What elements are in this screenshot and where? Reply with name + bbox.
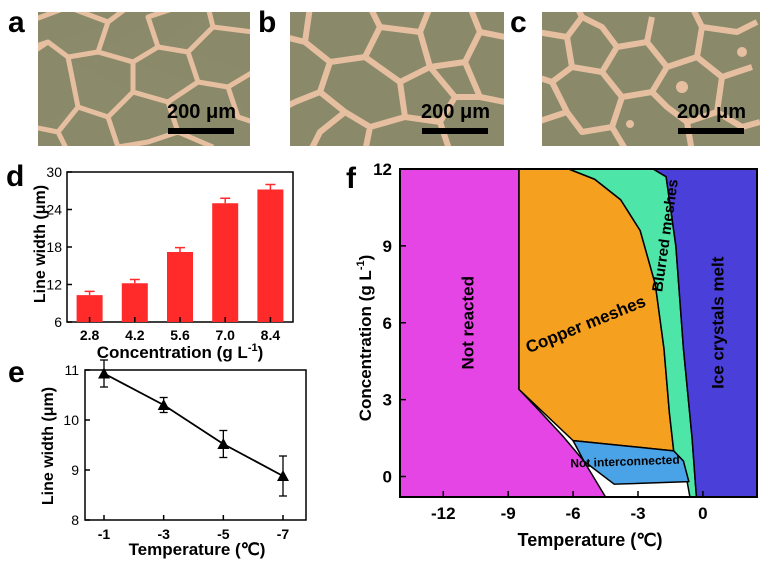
panel-label-b: b [258, 6, 277, 39]
x-tick-label-d: 5.6 [170, 327, 190, 343]
scale-bar-b [422, 128, 488, 134]
region-not-interconnected [572, 439, 690, 485]
x-tick-label-d: 2.8 [80, 327, 100, 343]
panel-label-d: d [6, 160, 24, 193]
mesh-pattern-a [38, 12, 250, 146]
y-tick-label-f: 12 [373, 160, 392, 179]
bar [257, 189, 284, 322]
x-tick-label-d: 4.2 [125, 327, 145, 343]
y-tick-label-d: 24 [46, 202, 62, 218]
panel-label-f: f [346, 162, 357, 195]
x-axis-label-d: Concentration (g L-1) [97, 342, 264, 362]
y-tick-label-f: 3 [383, 391, 392, 410]
y-tick-label-e: 9 [71, 462, 79, 478]
x-tick-label-f: 0 [698, 504, 707, 523]
x-tick-label-f: -3 [630, 504, 645, 523]
data-point [157, 399, 170, 410]
scale-bar-c [678, 128, 744, 134]
scale-bar-a [168, 128, 234, 134]
panel-label-c: c [510, 6, 527, 39]
y-tick-label-f: 9 [383, 237, 392, 256]
region-label-ice-crystals-melt: Ice crystals melt [709, 256, 728, 389]
scale-label-c: 200 μm [677, 101, 746, 123]
x-tick-label-d: 8.4 [261, 327, 281, 343]
y-tick-label-f: 6 [383, 314, 392, 333]
y-tick-label-e: 11 [64, 362, 79, 378]
y-tick-label-d: 18 [46, 239, 62, 255]
x-tick-label-f: -12 [431, 504, 456, 523]
data-point [277, 470, 289, 481]
bar [121, 283, 148, 322]
x-tick-label-f: -6 [566, 504, 581, 523]
y-tick-label-d: 30 [46, 164, 62, 180]
x-tick-label-f: -9 [501, 504, 516, 523]
region-label-not-interconnected: Not interconnected [570, 453, 680, 471]
y-tick-label-f: 0 [383, 468, 392, 487]
mesh-pattern-c [542, 12, 760, 146]
scale-label-b: 200 μm [421, 101, 490, 123]
y-tick-label-d: 12 [46, 277, 62, 293]
micrograph-b: 200 μm [290, 12, 504, 146]
micrograph-c: 200 μm [542, 12, 760, 146]
panel-label-e: e [8, 356, 25, 389]
x-tick-label-e: -1 [98, 526, 111, 542]
y-tick-label-e: 10 [63, 412, 79, 428]
data-point [98, 367, 110, 379]
region-label-not-reacted: Not reacted [459, 276, 478, 370]
x-tick-label-e: -7 [277, 526, 290, 542]
chart-d: d 6 12 18 24 30 2.8 4.2 5.6 7.0 8.4 Line width (μ… [6, 160, 294, 362]
y-tick-label-d: 6 [54, 314, 62, 330]
y-axis-label-f: Concentration (g L-1) [355, 255, 375, 422]
y-tick-label-e: 8 [71, 512, 79, 528]
x-axis-label-f: Temperature (℃) [518, 530, 663, 550]
data-line [103, 372, 284, 477]
x-tick-label-e: -3 [157, 526, 170, 542]
bar [212, 203, 239, 322]
data-point [217, 438, 230, 449]
scale-label-a: 200 μm [167, 101, 236, 123]
plot-frame-f [399, 168, 758, 498]
plot-frame-e [84, 369, 307, 521]
y-axis-label-e: Line width (μm) [40, 387, 57, 505]
bar [167, 252, 193, 322]
y-axis-label-d: Line width (μm) [32, 185, 49, 303]
x-axis-label-e: Temperature (℃) [129, 540, 266, 559]
panel-label-a: a [8, 6, 25, 39]
micrograph-a: 200 μm [38, 12, 250, 146]
x-tick-label-e: -5 [217, 526, 230, 542]
x-tick-label-d: 7.0 [215, 327, 235, 343]
chart-e: e 8 9 10 11 -1 -3 -5 -7 Line width (μm) Tempera… [8, 356, 307, 559]
mesh-pattern-b [290, 12, 504, 146]
